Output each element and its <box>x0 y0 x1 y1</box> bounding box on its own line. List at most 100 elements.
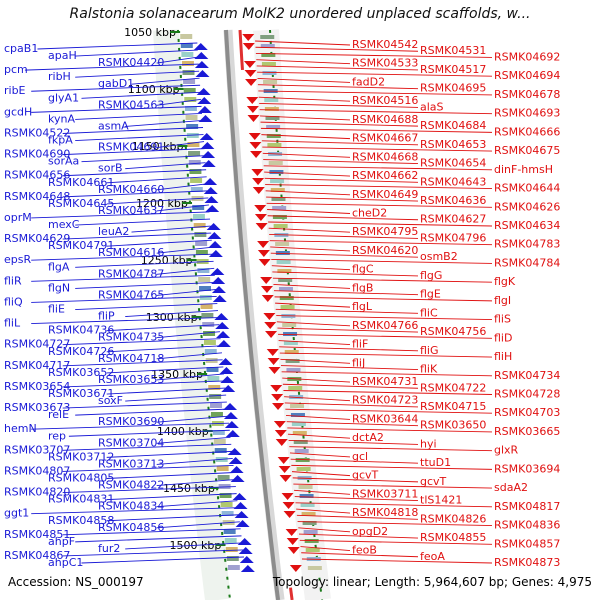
left-gene-label[interactable]: RSMK04787 <box>98 267 164 280</box>
plus-strand-gene-arrow[interactable] <box>286 538 299 545</box>
right-gene-label[interactable]: fliJ <box>352 356 365 369</box>
left-gene-label[interactable]: RSMK04791 <box>48 239 114 252</box>
plus-strand-gene-arrow[interactable] <box>257 250 270 257</box>
right-gene-label[interactable]: RSMK04662 <box>352 169 418 182</box>
left-gene-label[interactable]: fkpA <box>48 134 73 147</box>
plus-strand-gene-arrow[interactable] <box>242 34 255 41</box>
right-gene-label[interactable]: fliS <box>494 313 511 326</box>
left-gene-label[interactable]: RSMK04726 <box>48 345 114 358</box>
left-gene-label[interactable]: RSMK04645 <box>48 197 114 210</box>
minus-strand-gene-arrow[interactable] <box>197 106 212 113</box>
minus-strand-gene-arrow[interactable] <box>216 331 231 338</box>
left-gene-label[interactable]: RSMK04858 <box>48 514 114 527</box>
left-gene-label[interactable]: RSMK04735 <box>98 331 164 344</box>
minus-strand-gene-arrow[interactable] <box>238 547 253 554</box>
minus-strand-gene-arrow[interactable] <box>228 457 243 464</box>
plus-strand-gene-arrow[interactable] <box>249 142 262 149</box>
left-gene-label[interactable]: fliE <box>48 303 65 316</box>
left-gene-label[interactable]: fliP <box>98 310 115 323</box>
right-gene-label[interactable]: RSMK04649 <box>352 188 418 201</box>
right-gene-label[interactable]: RSMK04636 <box>420 194 486 207</box>
right-gene-label[interactable]: flgK <box>494 275 516 288</box>
minus-strand-gene-arrow[interactable] <box>221 385 236 392</box>
minus-strand-gene-arrow[interactable] <box>205 205 220 212</box>
right-gene-label[interactable]: gcvT <box>420 475 447 488</box>
right-gene-label[interactable]: RSMK04653 <box>420 138 486 151</box>
left-gene-label[interactable]: RSMK04660 <box>98 183 164 196</box>
left-gene-label[interactable]: RSMK04867 <box>4 549 70 562</box>
plus-strand-gene-arrow[interactable] <box>247 115 260 122</box>
left-gene-label[interactable]: RSMK03712 <box>48 450 114 463</box>
minus-strand-gene-arrow[interactable] <box>216 340 231 347</box>
minus-strand-gene-arrow[interactable] <box>208 250 223 257</box>
right-gene-label[interactable]: RSMK04516 <box>352 94 418 107</box>
left-gene-label[interactable]: RSMK03713 <box>98 457 164 470</box>
right-gene-label[interactable]: RSMK04533 <box>352 57 418 70</box>
left-gene-label[interactable]: RSMK03707 <box>4 443 70 456</box>
plus-strand-gene-arrow[interactable] <box>254 214 267 221</box>
minus-strand-gene-arrow[interactable] <box>218 358 233 365</box>
right-gene-label[interactable]: RSMK04722 <box>420 381 486 394</box>
right-gene-label[interactable]: RSMK04675 <box>494 144 560 157</box>
minus-strand-gene-arrow[interactable] <box>230 475 245 482</box>
right-gene-label[interactable]: RSMK04731 <box>352 375 418 388</box>
right-gene-label[interactable]: RSMK04634 <box>494 219 560 232</box>
plus-strand-gene-arrow[interactable] <box>260 286 273 293</box>
right-gene-label[interactable]: RSMK04766 <box>352 319 418 332</box>
plus-strand-gene-arrow[interactable] <box>268 367 281 374</box>
right-gene-label[interactable]: gcl <box>352 450 368 463</box>
minus-strand-gene-arrow[interactable] <box>211 286 226 293</box>
minus-strand-gene-arrow[interactable] <box>204 196 219 203</box>
right-gene-label[interactable]: RSMK04693 <box>494 107 560 120</box>
plus-strand-gene-arrow[interactable] <box>263 313 276 320</box>
minus-strand-gene-arrow[interactable] <box>207 232 222 239</box>
left-gene-label[interactable]: RSMK04727 <box>4 338 70 351</box>
minus-strand-gene-arrow[interactable] <box>195 70 210 77</box>
minus-strand-gene-arrow[interactable] <box>237 538 252 545</box>
right-gene-label[interactable]: fliH <box>494 350 512 363</box>
left-gene-label[interactable]: RSMK04765 <box>98 288 164 301</box>
right-gene-label[interactable]: gcvT <box>352 469 379 482</box>
plus-strand-gene-arrow[interactable] <box>283 511 296 518</box>
left-gene-label[interactable]: fur2 <box>98 542 120 555</box>
left-gene-label[interactable]: RSMK04648 <box>4 190 70 203</box>
left-gene-label[interactable]: RSMK04831 <box>48 493 114 506</box>
left-gene-label[interactable]: glyA1 <box>48 91 79 104</box>
right-gene-label[interactable]: flgB <box>352 281 373 294</box>
right-gene-label[interactable]: RSMK04626 <box>494 200 560 213</box>
left-gene-label[interactable]: RSMK03671 <box>48 387 114 400</box>
right-gene-label[interactable]: fadD2 <box>352 75 385 88</box>
minus-strand-gene-arrow[interactable] <box>193 43 208 50</box>
plus-strand-gene-arrow[interactable] <box>254 205 267 212</box>
right-gene-label[interactable]: glxR <box>494 444 519 457</box>
left-gene-label[interactable]: ahpC1 <box>48 556 83 569</box>
right-gene-label[interactable]: RSMK04654 <box>420 157 486 170</box>
plus-strand-gene-arrow[interactable] <box>267 358 280 365</box>
right-gene-label[interactable]: RSMK04694 <box>494 69 560 82</box>
minus-strand-gene-arrow[interactable] <box>199 133 214 140</box>
left-gene-label[interactable]: fliL <box>4 317 21 330</box>
minus-strand-gene-arrow[interactable] <box>235 520 250 527</box>
plus-strand-gene-arrow[interactable] <box>251 169 264 176</box>
plus-strand-gene-arrow[interactable] <box>246 106 259 113</box>
right-gene-label[interactable]: dctA2 <box>352 431 384 444</box>
minus-strand-gene-arrow[interactable] <box>206 223 221 230</box>
left-gene-label[interactable]: RSMK04736 <box>48 324 114 337</box>
plus-strand-gene-arrow[interactable] <box>281 493 294 500</box>
right-gene-label[interactable]: sdaA2 <box>494 481 528 494</box>
right-gene-label[interactable]: RSMK04873 <box>494 556 560 569</box>
right-gene-label[interactable]: opgD2 <box>352 525 388 538</box>
right-gene-label[interactable]: RSMK04542 <box>352 38 418 51</box>
plus-strand-gene-arrow[interactable] <box>274 430 287 437</box>
minus-strand-gene-arrow[interactable] <box>210 268 225 275</box>
plus-strand-gene-arrow[interactable] <box>255 223 268 230</box>
plus-strand-gene-arrow[interactable] <box>246 97 259 104</box>
right-gene-label[interactable]: RSMK03650 <box>420 419 486 432</box>
right-gene-label[interactable]: flgE <box>420 288 441 301</box>
plus-strand-gene-arrow[interactable] <box>275 439 288 446</box>
right-gene-label[interactable]: flgI <box>494 294 511 307</box>
right-gene-label[interactable]: RSMK04688 <box>352 113 418 126</box>
plus-strand-gene-arrow[interactable] <box>270 385 283 392</box>
plus-strand-gene-arrow[interactable] <box>277 457 290 464</box>
minus-strand-gene-arrow[interactable] <box>200 142 215 149</box>
